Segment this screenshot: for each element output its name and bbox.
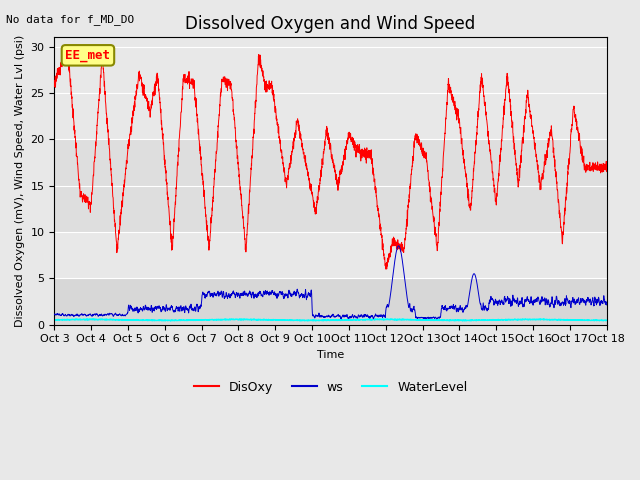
ws xyxy=(532,298,540,303)
WaterLevel xyxy=(287,317,294,323)
X-axis label: Time: Time xyxy=(317,350,344,360)
Line: ws: ws xyxy=(54,246,607,319)
WaterLevel xyxy=(603,317,611,323)
DisOxy xyxy=(262,78,270,84)
WaterLevel xyxy=(51,317,58,323)
Text: EE_met: EE_met xyxy=(65,49,111,62)
Text: No data for f_MD_DO: No data for f_MD_DO xyxy=(6,14,134,25)
DisOxy xyxy=(63,42,71,48)
ws xyxy=(603,302,611,308)
Title: Dissolved Oxygen and Wind Speed: Dissolved Oxygen and Wind Speed xyxy=(186,15,476,33)
ws xyxy=(147,306,154,312)
DisOxy xyxy=(382,266,390,272)
ws xyxy=(395,243,403,249)
DisOxy xyxy=(287,160,294,166)
WaterLevel xyxy=(532,316,540,322)
ws xyxy=(433,316,440,322)
Bar xyxy=(54,278,607,324)
ws xyxy=(286,290,294,296)
ws xyxy=(262,291,270,297)
Bar xyxy=(54,139,607,232)
Y-axis label: Dissolved Oxygen (mV), Wind Speed, Water Lvl (psi): Dissolved Oxygen (mV), Wind Speed, Water… xyxy=(15,35,25,327)
DisOxy xyxy=(114,243,122,249)
WaterLevel xyxy=(461,318,468,324)
WaterLevel xyxy=(228,316,236,322)
WaterLevel xyxy=(262,317,270,323)
ws xyxy=(113,312,121,318)
Line: DisOxy: DisOxy xyxy=(54,45,607,269)
DisOxy xyxy=(603,168,611,174)
DisOxy xyxy=(532,155,540,160)
ws xyxy=(592,300,600,306)
WaterLevel xyxy=(592,317,600,323)
Legend: DisOxy, ws, WaterLevel: DisOxy, ws, WaterLevel xyxy=(189,376,472,399)
DisOxy xyxy=(147,109,154,115)
Line: WaterLevel: WaterLevel xyxy=(54,319,607,321)
WaterLevel xyxy=(147,317,154,323)
WaterLevel xyxy=(113,317,121,323)
DisOxy xyxy=(51,84,58,90)
ws xyxy=(51,312,58,317)
DisOxy xyxy=(592,167,600,173)
